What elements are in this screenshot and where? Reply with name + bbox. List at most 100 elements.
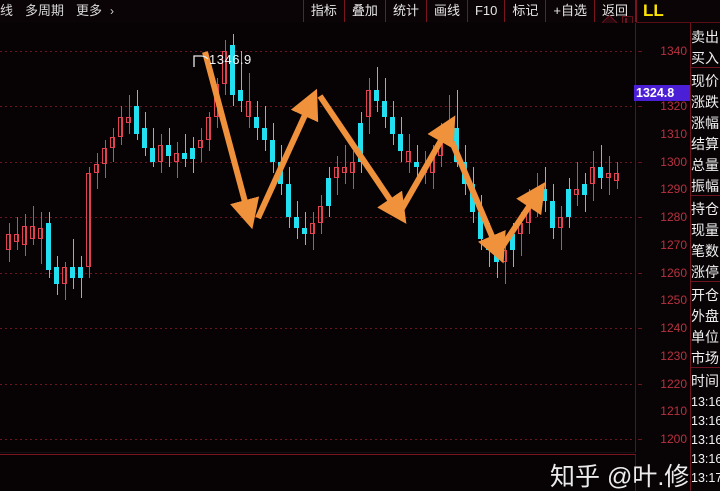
- info-field-5[interactable]: 结算: [691, 136, 719, 152]
- info-field-8[interactable]: 持仓: [691, 201, 719, 217]
- candle-body: [142, 128, 147, 148]
- candle-body: [70, 267, 75, 279]
- toolbar-button-statistics[interactable]: 统计: [386, 0, 427, 22]
- info-field-16[interactable]: 时间: [691, 373, 719, 389]
- candle-body: [526, 200, 531, 223]
- price-tick-label: 1250: [660, 293, 687, 308]
- info-field-15[interactable]: 市场: [691, 350, 719, 366]
- toolbar-button-indicator[interactable]: 指标: [304, 0, 345, 22]
- info-field-4[interactable]: 涨幅: [691, 115, 719, 131]
- candle-body: [102, 147, 107, 165]
- info-field-6[interactable]: 总量: [691, 157, 719, 173]
- info-field-13[interactable]: 外盘: [691, 308, 719, 324]
- chevron-right-icon: ›: [110, 4, 115, 18]
- price-tick-label: 1240: [660, 321, 687, 336]
- toolbar-button-overlay[interactable]: 叠加: [345, 0, 386, 22]
- info-field-2[interactable]: 现价: [691, 73, 719, 89]
- toolbar-item-line[interactable]: 线: [0, 3, 14, 18]
- price-axis[interactable]: 1340 1320 1310 1300 1290 1280 1270 1260 1250 1240…: [634, 23, 691, 453]
- gridline: [0, 51, 636, 52]
- candle-body: [462, 161, 467, 184]
- candlestick-chart[interactable]: 1346.9: [0, 23, 636, 453]
- candle-body: [22, 225, 27, 245]
- candle-body: [590, 167, 595, 184]
- candle-body: [262, 128, 267, 140]
- candle-wick: [97, 153, 98, 190]
- toolbar-button-f10[interactable]: F10: [468, 0, 506, 22]
- candle-wick: [161, 133, 162, 173]
- trade-time-0[interactable]: 13:16: [691, 395, 720, 409]
- candle-body: [478, 211, 483, 240]
- info-field-1[interactable]: 买入: [691, 50, 719, 66]
- candle-body: [318, 206, 323, 223]
- candle-body: [118, 117, 123, 137]
- candle-body: [166, 145, 171, 157]
- candle-body: [310, 222, 315, 234]
- toolbar-item-more[interactable]: 更多: [76, 3, 103, 18]
- candle-body: [406, 150, 411, 162]
- candle-wick: [89, 167, 90, 279]
- candle-body: [38, 228, 43, 240]
- info-field-7[interactable]: 振幅: [691, 178, 719, 194]
- toolbar-button-add-favorite[interactable]: +自选: [546, 0, 595, 22]
- candle-body: [126, 117, 131, 123]
- toolbar-item-multiperiod[interactable]: 多周期: [25, 3, 65, 18]
- info-field-14[interactable]: 单位: [691, 329, 719, 345]
- quote-info-panel[interactable]: 卖出买入现价涨跌涨幅结算总量振幅持仓现量笔数涨停开仓外盘单位市场时间 13:16 1…: [691, 23, 720, 491]
- toolbar-right-group: 指标 叠加 统计 画线 F10 标记 +自选 返回: [302, 0, 636, 22]
- candle-wick: [449, 95, 450, 146]
- price-tick-label: 1200: [660, 432, 687, 447]
- candle-wick: [201, 128, 202, 162]
- candle-body: [14, 233, 19, 243]
- candle-body: [326, 178, 331, 207]
- bottom-divider-red: [0, 454, 636, 455]
- candle-body: [390, 117, 395, 134]
- bottom-pane-border: [635, 455, 636, 491]
- candle-body: [494, 250, 499, 262]
- candle-body: [334, 167, 339, 179]
- toolbar-button-back[interactable]: 返回: [595, 0, 636, 22]
- candle-body: [486, 239, 491, 251]
- candle-body: [374, 89, 379, 101]
- candle-body: [54, 267, 59, 284]
- price-tick-label: 1210: [660, 404, 687, 419]
- gridline: [0, 106, 636, 107]
- trade-time-4[interactable]: 13:17: [691, 471, 720, 485]
- candle-wick: [113, 128, 114, 162]
- info-field-10[interactable]: 笔数: [691, 243, 719, 259]
- candle-body: [206, 117, 211, 140]
- bottom-indicator-pane[interactable]: [0, 455, 636, 491]
- info-field-11[interactable]: 涨停: [691, 264, 719, 280]
- info-field-0[interactable]: 卖出: [691, 29, 719, 45]
- gridline: [0, 439, 636, 440]
- info-field-9[interactable]: 现量: [691, 222, 719, 238]
- candle-body: [430, 156, 435, 173]
- chart-right-border: [635, 23, 636, 453]
- price-tick-mark: [638, 162, 642, 163]
- trade-time-2[interactable]: 13:16: [691, 433, 720, 447]
- candle-wick: [33, 206, 34, 245]
- info-field-3[interactable]: 涨跌: [691, 94, 719, 110]
- candle-body: [86, 172, 91, 268]
- trade-time-3[interactable]: 13:16: [691, 452, 720, 466]
- info-field-12[interactable]: 开仓: [691, 287, 719, 303]
- trade-time-1[interactable]: 13:16: [691, 414, 720, 428]
- candle-body: [582, 183, 587, 195]
- candle-body: [422, 167, 427, 173]
- candle-body: [614, 172, 619, 182]
- high-price-label: 1346.9: [209, 52, 252, 67]
- candle-body: [246, 100, 251, 118]
- toolbar-button-mark[interactable]: 标记: [505, 0, 547, 22]
- trend-arrow-overlay: [202, 51, 546, 264]
- toolbar-button-drawline[interactable]: 画线: [427, 0, 468, 22]
- candle-body: [534, 189, 539, 201]
- price-tick-label: 1270: [660, 237, 687, 252]
- candle-body: [358, 122, 363, 162]
- bottom-divider-dark: [0, 452, 636, 453]
- candle-body: [150, 147, 155, 162]
- candle-body: [198, 139, 203, 148]
- candle-wick: [153, 128, 154, 168]
- price-tick-label: 1260: [660, 265, 687, 280]
- candle-body: [158, 145, 163, 162]
- candle-wick: [73, 239, 74, 290]
